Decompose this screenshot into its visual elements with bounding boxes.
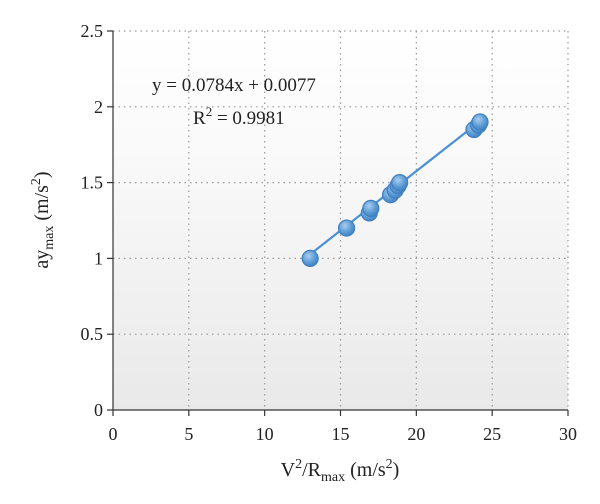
- y-tick-label: 0: [94, 400, 103, 420]
- y-tick-label: 0.5: [81, 324, 104, 344]
- y-tick-labels: 0 0.5 1 1.5 2 2.5: [81, 21, 104, 420]
- x-tick-label: 10: [256, 424, 274, 444]
- x-tick-label: 30: [559, 424, 577, 444]
- trendline-equation: y = 0.0784x + 0.0077: [152, 75, 316, 96]
- x-tick-label: 25: [483, 424, 501, 444]
- x-tick-label: 5: [184, 424, 193, 444]
- plot-area: [113, 31, 568, 410]
- y-tick-label: 2.5: [81, 21, 104, 41]
- x-axis-title: V2/Rmax (m/s2): [281, 457, 400, 485]
- x-tick-label: 20: [407, 424, 425, 444]
- data-point: [301, 249, 319, 267]
- axes: [107, 30, 569, 416]
- x-tick-label: 15: [332, 424, 350, 444]
- y-tick-label: 1: [94, 248, 103, 268]
- r-squared-label: R2 = 0.9981: [193, 104, 285, 129]
- data-points: [301, 113, 489, 267]
- data-point: [337, 219, 356, 237]
- x-tick-labels: 0 5 10 15 20 25 30: [109, 424, 578, 444]
- data-point: [391, 174, 409, 192]
- y-tick-label: 1.5: [81, 173, 104, 193]
- y-tick-label: 2: [94, 97, 103, 117]
- x-tick-label: 0: [109, 424, 118, 444]
- data-point: [362, 199, 380, 217]
- data-point: [471, 113, 489, 131]
- y-axis-title: aymax (m/s2): [29, 171, 57, 268]
